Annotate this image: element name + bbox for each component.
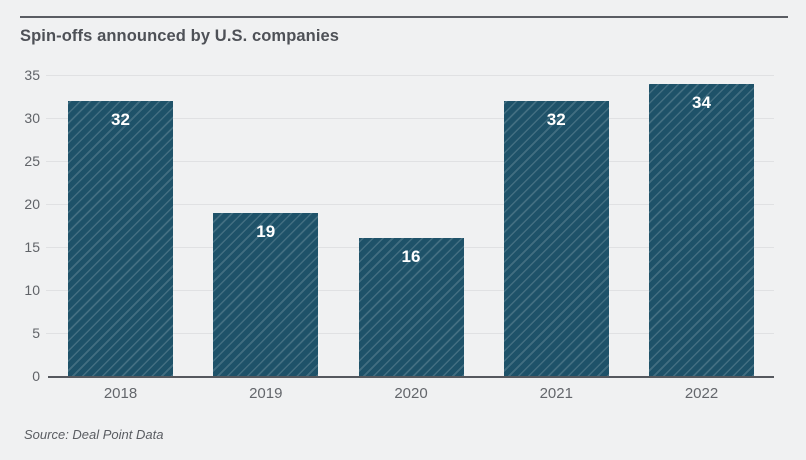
x-axis-labels: 2018 2019 2020 2021 2022 xyxy=(48,385,774,402)
bar-value-label-2021: 32 xyxy=(546,109,566,129)
bar-value-label-2018: 32 xyxy=(111,109,130,129)
x-tick-label-2020: 2020 xyxy=(394,385,428,402)
top-rule-divider xyxy=(20,16,788,18)
bar-value-label-2020: 16 xyxy=(401,247,421,267)
x-tick-label-2019: 2019 xyxy=(249,385,283,402)
bar-2020: 16 xyxy=(358,238,464,376)
y-tick-label-10: 10 xyxy=(24,282,40,298)
x-tick-label-2022: 2022 xyxy=(684,385,719,402)
y-tick-label-0: 0 xyxy=(32,368,40,384)
y-tick-label-5: 5 xyxy=(32,325,40,341)
bar-2022: 34 xyxy=(649,83,754,376)
y-tick-label-30: 30 xyxy=(24,110,40,126)
source-note: Source: Deal Point Data xyxy=(24,427,164,442)
y-tick-label-20: 20 xyxy=(24,196,40,212)
bar-2019: 19 xyxy=(213,212,319,376)
bars-container: 32 19 16 32 34 xyxy=(48,75,774,376)
bar-value-label-2022: 34 xyxy=(692,92,711,112)
y-tick-label-25: 25 xyxy=(24,153,40,169)
y-tick-label-35: 35 xyxy=(24,67,40,83)
y-tick-label-15: 15 xyxy=(24,239,40,255)
x-tick-label-2021: 2021 xyxy=(539,385,573,402)
chart-title: Spin-offs announced by U.S. companies xyxy=(20,27,340,45)
gridline-30 xyxy=(46,118,774,119)
bar-2021: 32 xyxy=(503,100,609,376)
gridline-25 xyxy=(46,161,774,162)
bar-value-label-2019: 19 xyxy=(256,221,276,241)
bar-2018: 32 xyxy=(68,100,173,376)
bar-chart-plot-area: 0 5 10 15 20 25 30 35 32 19 16 32 34 2018 2019 2020 20… xyxy=(24,68,774,402)
gridline-35 xyxy=(46,75,774,76)
x-tick-label-2018: 2018 xyxy=(103,385,138,402)
gridline-20 xyxy=(46,204,774,205)
